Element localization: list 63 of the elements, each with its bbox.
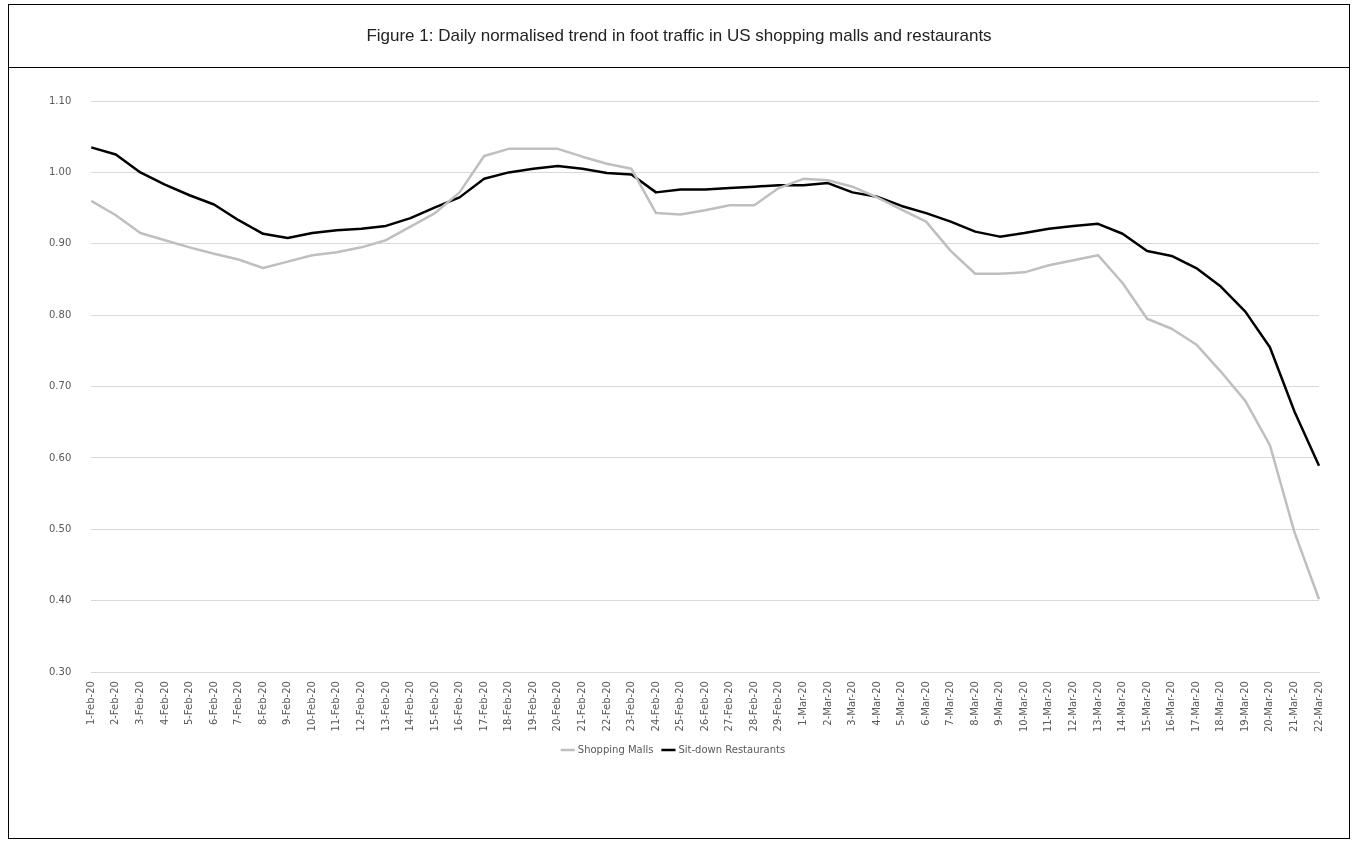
x-tick-label: 11-Mar-20 bbox=[1042, 681, 1054, 733]
x-tick-label: 6-Mar-20 bbox=[919, 681, 931, 726]
y-tick-label: 0.40 bbox=[49, 594, 72, 606]
x-tick-label: 7-Mar-20 bbox=[944, 681, 956, 726]
y-tick-label: 0.90 bbox=[49, 237, 72, 249]
y-tick-label: 0.80 bbox=[49, 308, 72, 320]
x-tick-label: 24-Feb-20 bbox=[649, 681, 661, 732]
x-tick-label: 15-Mar-20 bbox=[1140, 681, 1152, 733]
x-tick-label: 3-Feb-20 bbox=[133, 681, 145, 726]
x-tick-label: 21-Mar-20 bbox=[1288, 681, 1300, 733]
x-tick-label: 3-Mar-20 bbox=[846, 681, 858, 726]
y-tick-label: 0.30 bbox=[49, 665, 72, 677]
x-tick-label: 4-Feb-20 bbox=[158, 681, 170, 726]
x-tick-label: 12-Feb-20 bbox=[354, 681, 366, 732]
x-tick-label: 21-Feb-20 bbox=[575, 681, 587, 732]
x-tick-label: 8-Mar-20 bbox=[968, 681, 980, 726]
x-tick-label: 7-Feb-20 bbox=[232, 681, 244, 726]
x-tick-label: 13-Mar-20 bbox=[1091, 681, 1103, 733]
x-tick-label: 1-Mar-20 bbox=[796, 681, 808, 726]
x-tick-label: 12-Mar-20 bbox=[1067, 681, 1079, 733]
x-tick-label: 16-Feb-20 bbox=[453, 681, 465, 732]
x-tick-label: 20-Feb-20 bbox=[551, 681, 563, 732]
x-tick-label: 23-Feb-20 bbox=[625, 681, 637, 732]
x-tick-label: 29-Feb-20 bbox=[772, 681, 784, 732]
y-tick-label: 1.10 bbox=[49, 94, 72, 106]
x-tick-label: 26-Feb-20 bbox=[698, 681, 710, 732]
x-tick-label: 16-Mar-20 bbox=[1165, 681, 1177, 733]
x-tick-label: 9-Mar-20 bbox=[993, 681, 1005, 726]
y-tick-label: 0.60 bbox=[49, 451, 72, 463]
x-tick-label: 17-Mar-20 bbox=[1189, 681, 1201, 733]
x-tick-label: 4-Mar-20 bbox=[870, 681, 882, 726]
x-tick-label: 8-Feb-20 bbox=[256, 681, 268, 726]
y-tick-label: 0.50 bbox=[49, 522, 72, 534]
x-tick-label: 19-Mar-20 bbox=[1238, 681, 1250, 733]
x-tick-label: 27-Feb-20 bbox=[723, 681, 735, 732]
legend-label: Sit-down Restaurants bbox=[678, 743, 786, 755]
x-tick-label: 28-Feb-20 bbox=[747, 681, 759, 732]
x-tick-label: 22-Feb-20 bbox=[600, 681, 612, 732]
x-tick-label: 2-Mar-20 bbox=[821, 681, 833, 726]
x-tick-label: 15-Feb-20 bbox=[428, 681, 440, 732]
x-tick-label: 10-Feb-20 bbox=[305, 681, 317, 732]
y-tick-label: 1.00 bbox=[49, 165, 72, 177]
chart-title: Figure 1: Daily normalised trend in foot traffic in US shopping malls and restaurants bbox=[9, 5, 1349, 68]
x-tick-label: 20-Mar-20 bbox=[1263, 681, 1275, 733]
x-tick-label: 18-Mar-20 bbox=[1214, 681, 1226, 733]
x-tick-label: 18-Feb-20 bbox=[502, 681, 514, 732]
x-tick-label: 5-Feb-20 bbox=[183, 681, 195, 726]
x-tick-label: 14-Feb-20 bbox=[404, 681, 416, 732]
x-tick-label: 13-Feb-20 bbox=[379, 681, 391, 732]
x-tick-label: 6-Feb-20 bbox=[207, 681, 219, 726]
x-tick-label: 1-Feb-20 bbox=[84, 681, 96, 726]
legend-label: Shopping Malls bbox=[577, 743, 654, 755]
x-tick-label: 11-Feb-20 bbox=[330, 681, 342, 732]
x-tick-label: 14-Mar-20 bbox=[1116, 681, 1128, 733]
x-tick-label: 2-Feb-20 bbox=[109, 681, 121, 726]
x-tick-label: 17-Feb-20 bbox=[477, 681, 489, 732]
x-tick-label: 19-Feb-20 bbox=[526, 681, 538, 732]
x-tick-label: 9-Feb-20 bbox=[281, 681, 293, 726]
y-tick-label: 0.70 bbox=[49, 380, 72, 392]
x-tick-label: 10-Mar-20 bbox=[1017, 681, 1029, 733]
x-tick-label: 25-Feb-20 bbox=[674, 681, 686, 732]
x-tick-label: 22-Mar-20 bbox=[1312, 681, 1324, 733]
x-tick-label: 5-Mar-20 bbox=[895, 681, 907, 726]
